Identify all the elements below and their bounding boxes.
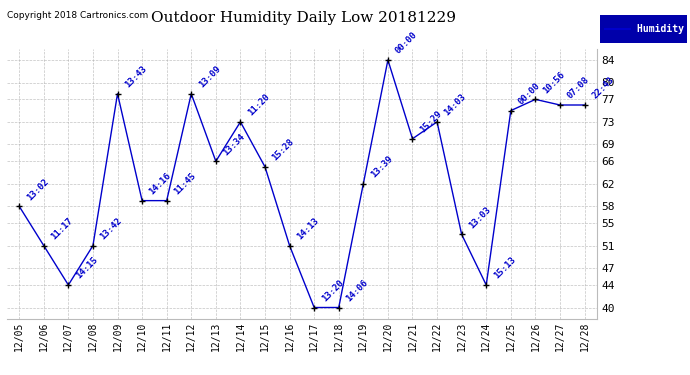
Text: 15:13: 15:13 [492, 255, 518, 281]
Text: 15:29: 15:29 [418, 109, 444, 135]
Text: 13:42: 13:42 [99, 216, 124, 242]
Text: 11:45: 11:45 [172, 171, 197, 196]
Text: Outdoor Humidity Daily Low 20181229: Outdoor Humidity Daily Low 20181229 [151, 11, 456, 25]
Text: 11:20: 11:20 [246, 92, 271, 118]
Text: 14:13: 14:13 [295, 216, 321, 242]
Text: Humidity  (%): Humidity (%) [636, 24, 690, 34]
Text: 15:28: 15:28 [270, 137, 296, 163]
Text: 14:15: 14:15 [74, 255, 99, 281]
Text: 13:43: 13:43 [123, 64, 148, 90]
Text: 13:39: 13:39 [369, 154, 394, 180]
Text: 00:00: 00:00 [516, 81, 542, 106]
Text: 07:08: 07:08 [566, 75, 591, 101]
Text: 00:00: 00:00 [393, 30, 419, 56]
Text: 14:06: 14:06 [344, 278, 370, 303]
Text: 13:34: 13:34 [221, 132, 247, 157]
Text: 13:09: 13:09 [197, 64, 222, 90]
Text: 13:02: 13:02 [25, 177, 50, 202]
Text: 14:03: 14:03 [442, 92, 468, 118]
Text: 14:16: 14:16 [148, 171, 173, 196]
Text: 13:20: 13:20 [319, 278, 345, 303]
Text: 11:17: 11:17 [49, 216, 75, 242]
Text: 22:43: 22:43 [590, 75, 615, 101]
Text: 13:03: 13:03 [467, 205, 493, 230]
Text: Copyright 2018 Cartronics.com: Copyright 2018 Cartronics.com [7, 11, 148, 20]
Text: 10:56: 10:56 [541, 70, 566, 95]
